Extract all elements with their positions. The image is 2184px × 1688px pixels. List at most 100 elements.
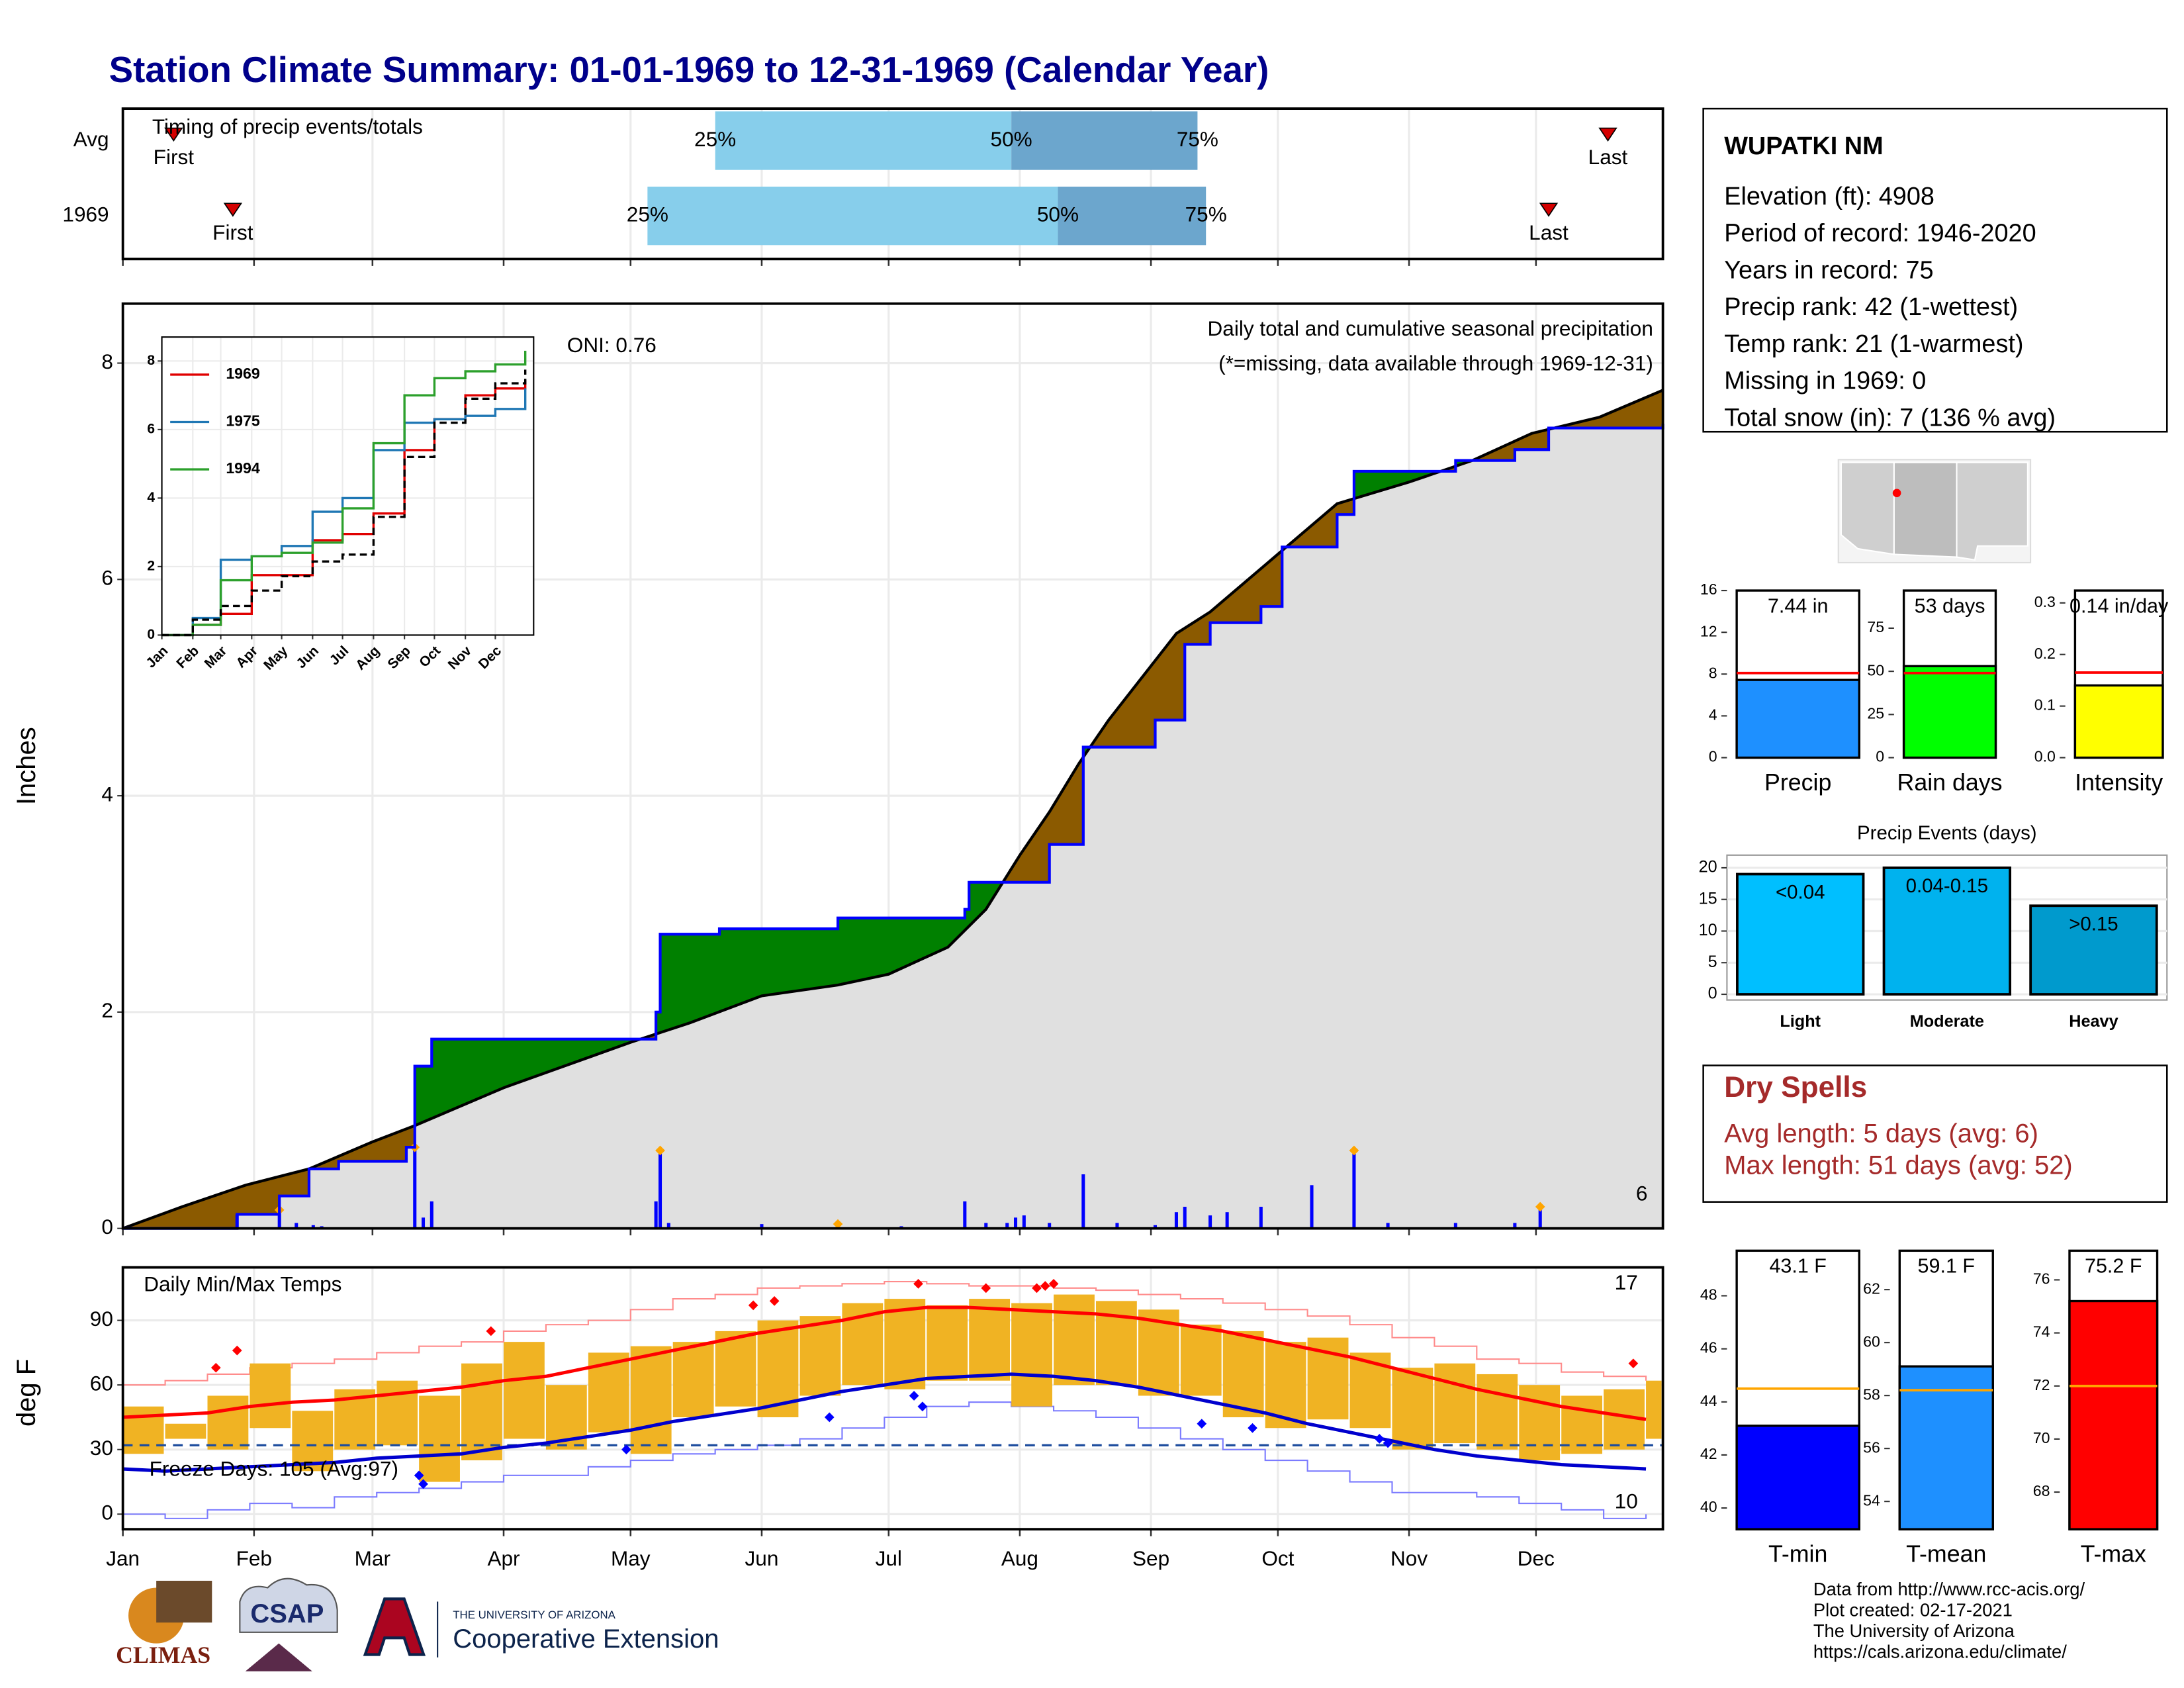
value-label: 59.1 F xyxy=(1918,1255,1975,1278)
daily-temp-bar xyxy=(927,1305,968,1381)
y-tick-label: 4 xyxy=(101,782,113,806)
x-tick-label: Intensity xyxy=(2075,769,2163,796)
y-tick-label: 4 xyxy=(1709,706,1717,724)
quartile-label: 50% xyxy=(1037,202,1079,226)
x-tick-label: T-mean xyxy=(1906,1541,1986,1568)
x-tick-label: Moderate xyxy=(1910,1012,1984,1031)
y-tick-label: 48 xyxy=(1700,1286,1717,1303)
dry-spells-box xyxy=(1702,1064,2168,1203)
daily-temp-bar xyxy=(207,1395,249,1450)
y-tick-label: 40 xyxy=(1700,1498,1717,1515)
top-event-marker xyxy=(1349,1145,1359,1156)
oni-label: ONI: 0.76 xyxy=(567,333,657,357)
panel-title: Precip Events (days) xyxy=(1857,822,2037,844)
daily-precip-bar xyxy=(311,1225,315,1229)
record-low-count: 10 xyxy=(1615,1489,1638,1513)
station-line: Period of record: 1946-2020 xyxy=(1724,220,2036,248)
inset-line xyxy=(161,350,527,637)
daily-temp-bar xyxy=(1054,1294,1095,1385)
daily-precip-bar xyxy=(984,1223,988,1229)
inset-frame xyxy=(161,336,535,636)
quartile-label: 50% xyxy=(991,127,1032,151)
y-tick-label: 16 xyxy=(1700,581,1717,598)
bar-label: 0.04-0.15 xyxy=(1906,875,1988,897)
bar xyxy=(2068,1299,2159,1530)
bar xyxy=(1898,1365,1994,1530)
y-tick-label: 0 xyxy=(147,627,155,642)
daily-precip-bar xyxy=(413,1147,417,1229)
daily-precip-bar xyxy=(1225,1212,1229,1229)
y-tick-label: 6 xyxy=(101,566,113,590)
timing-marker xyxy=(1539,203,1559,217)
x-tick-label: Jun xyxy=(745,1546,779,1570)
y-tick-label: 6 xyxy=(147,421,155,436)
y-tick-label: 10 xyxy=(1699,921,1717,939)
x-tick-label: Heavy xyxy=(2069,1012,2118,1031)
x-tick-label: Light xyxy=(1780,1012,1821,1031)
y-tick-label: 74 xyxy=(2033,1323,2050,1340)
daily-precip-bar xyxy=(1538,1207,1542,1229)
value-label: 43.1 F xyxy=(1769,1255,1826,1278)
y-tick-label: 8 xyxy=(147,353,155,368)
daily-precip-bar xyxy=(1081,1174,1085,1229)
x-tick-label: Precip xyxy=(1764,769,1831,796)
y-tick-label: 75 xyxy=(1867,618,1884,635)
ua-logo xyxy=(363,1597,426,1656)
quartile-bar xyxy=(1058,186,1206,246)
daily-precip-bar xyxy=(666,1223,670,1229)
climas-logo: CLIMAS xyxy=(116,1642,210,1668)
top-event-count: 6 xyxy=(1636,1182,1648,1205)
x-tick-label: Nov xyxy=(1390,1546,1428,1570)
station-line: Temp rank: 21 (1-warmest) xyxy=(1724,330,2023,358)
daily-temp-bar xyxy=(969,1299,1011,1381)
daily-temp-bar xyxy=(250,1363,291,1429)
page-title: Station Climate Summary: 01-01-1969 to 1… xyxy=(109,49,1269,90)
panel-frame xyxy=(121,302,1664,1230)
station-dot xyxy=(1892,489,1901,498)
panel-title: Daily Min/Max Temps xyxy=(144,1272,341,1295)
y-tick-label: 0 xyxy=(101,1215,113,1239)
x-tick-label: Oct xyxy=(1261,1546,1294,1570)
bar xyxy=(2029,904,2158,996)
daily-precip-bar xyxy=(1005,1223,1009,1229)
daily-precip-bar xyxy=(1208,1215,1212,1229)
quartile-label: 25% xyxy=(694,127,736,151)
legend-label: 1969 xyxy=(226,365,259,382)
y-tick-label: 4 xyxy=(147,490,155,505)
x-tick-label: T-min xyxy=(1768,1541,1827,1568)
panel-note: (*=missing, data available through 1969-… xyxy=(1218,352,1653,375)
record-high-count: 17 xyxy=(1615,1270,1638,1294)
daily-temp-bar xyxy=(122,1406,164,1454)
timing-marker-label: Last xyxy=(1588,145,1628,169)
y-axis-label: deg F xyxy=(12,1359,41,1427)
y-tick-label: 76 xyxy=(2033,1270,2050,1288)
record-marker xyxy=(748,1300,758,1311)
record-marker xyxy=(210,1362,221,1373)
daily-temp-bar xyxy=(715,1331,756,1407)
y-tick-label: 72 xyxy=(2033,1376,2050,1393)
csap-cloud xyxy=(239,1577,338,1633)
footer-line: The University of Arizona xyxy=(1813,1620,2015,1641)
row-label: Avg xyxy=(73,127,109,151)
record-marker xyxy=(913,1278,923,1289)
y-tick-label: 8 xyxy=(101,350,113,373)
station-box xyxy=(1702,107,2168,433)
y-tick-label: 0.2 xyxy=(2034,645,2056,662)
daily-precip-bar xyxy=(659,1150,662,1229)
y-tick-label: 56 xyxy=(1863,1438,1880,1456)
timing-marker xyxy=(223,203,243,217)
y-tick-label: 46 xyxy=(1700,1339,1717,1356)
footer-line: Plot created: 02-17-2021 xyxy=(1813,1600,2013,1620)
quartile-label: 75% xyxy=(1177,127,1218,151)
daily-temp-bar xyxy=(1349,1352,1391,1429)
y-tick-label: 5 xyxy=(1708,953,1717,971)
x-tick-label: May xyxy=(611,1546,651,1570)
record-marker xyxy=(917,1401,928,1412)
quartile-bar xyxy=(1011,111,1198,170)
quartile-bar xyxy=(647,186,1058,246)
record-marker xyxy=(1040,1281,1050,1291)
record-marker xyxy=(824,1412,835,1423)
y-tick-label: 60 xyxy=(1863,1333,1880,1350)
y-tick-label: 0.3 xyxy=(2034,593,2056,610)
